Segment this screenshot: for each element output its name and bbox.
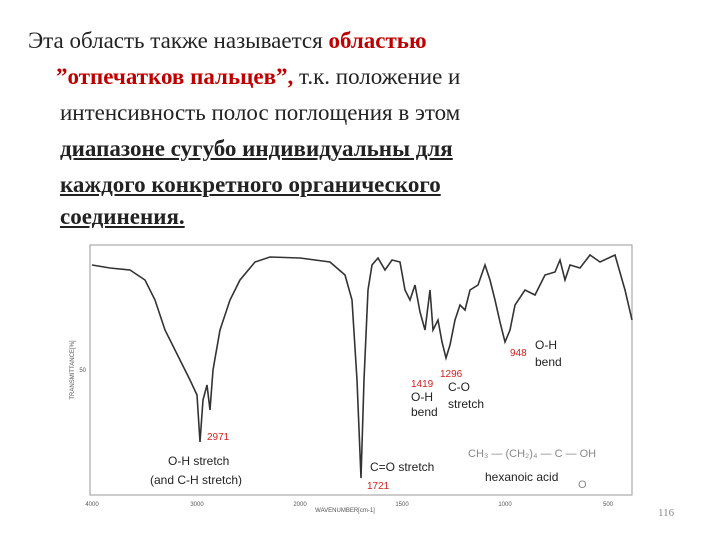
x-tick-label: 4000	[85, 502, 99, 508]
figure-bg	[65, 232, 635, 520]
page-number: 116	[658, 507, 675, 519]
text-run: соединения.	[60, 204, 185, 229]
text-run: диапазоне сугубо индивидуальны для	[60, 136, 453, 161]
text-line: диапазоне сугубо индивидуальны для	[60, 136, 453, 162]
annotation: O-H	[411, 390, 433, 404]
compound-name: hexanoic acid	[485, 470, 558, 484]
annotation: (and C-H stretch)	[150, 473, 242, 487]
annotation: O-H	[535, 338, 557, 352]
x-tick-label: 3000	[190, 502, 204, 508]
x-tick-label: 1000	[498, 502, 512, 508]
text-run: Эта область также называется	[28, 28, 329, 53]
y-tick-label: 50	[79, 368, 86, 374]
peak-label: 2971	[207, 432, 230, 443]
text-line: каждого конкретного органического	[60, 172, 441, 198]
formula-oxygen: O	[578, 479, 587, 491]
annotation: bend	[411, 405, 438, 419]
text-run: т.к. положение и	[293, 64, 461, 89]
x-tick-label: 1500	[395, 502, 409, 508]
peak-label: 1419	[411, 379, 434, 390]
peak-label: 1296	[440, 369, 463, 380]
annotation: stretch	[448, 397, 484, 411]
annotation: C=O stretch	[370, 460, 434, 474]
y-axis-label: TRANSMITTANCE[%]	[70, 340, 76, 400]
x-tick-label: 500	[603, 502, 614, 508]
spectrum-curve	[91, 253, 633, 479]
text-run: каждого конкретного органического	[60, 172, 441, 197]
x-axis-label: WAVENUMBER[cm-1]	[315, 508, 375, 514]
annotation: O-H stretch	[168, 454, 229, 468]
text-run: ”отпечатков пальцев”,	[56, 64, 294, 89]
annotation: C-O	[448, 380, 470, 394]
text-line: ”отпечатков пальцев”, т.к. положение и	[56, 64, 460, 90]
x-tick-label: 2000	[293, 502, 307, 508]
text-line: интенсивность полос поглощения в этом	[60, 100, 460, 126]
text-run: областью	[328, 28, 427, 53]
plot-frame	[89, 244, 633, 496]
text-line: соединения.	[60, 204, 185, 230]
peak-label: 1721	[367, 481, 390, 492]
text-line: Эта область также называется областью	[28, 28, 427, 54]
text-run: интенсивность полос поглощения в этом	[60, 100, 461, 125]
formula: CH₃ — (CH₂)₄ — C — OH	[468, 448, 596, 460]
annotation: bend	[535, 355, 562, 369]
peak-label: 948	[510, 348, 527, 359]
